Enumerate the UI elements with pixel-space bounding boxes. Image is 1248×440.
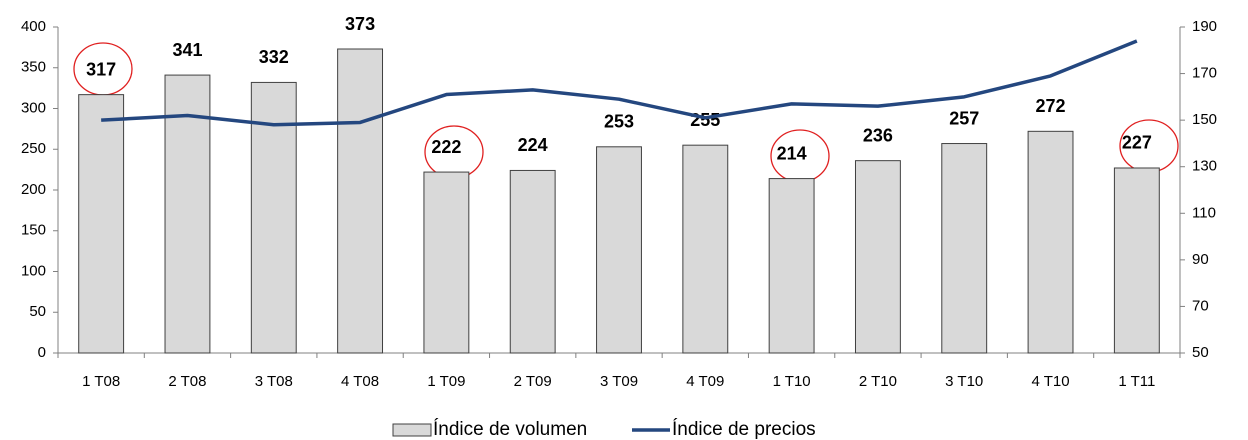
x-tick-label: 1 T08 — [82, 373, 120, 390]
value-label: 253 — [604, 112, 634, 132]
x-tick-label: 1 T11 — [1118, 373, 1155, 390]
legend-label: Índice de volumen — [433, 419, 587, 440]
y-tick-label: 100 — [21, 262, 46, 279]
line — [101, 39, 1138, 127]
bar — [854, 160, 901, 354]
bar — [337, 48, 384, 354]
bar — [509, 169, 556, 354]
y-tick-label: 400 — [21, 18, 46, 35]
x-tick-label: 3 T08 — [255, 373, 293, 390]
x-tick-label: 3 T09 — [600, 373, 638, 390]
y-tick-label: 200 — [21, 181, 46, 198]
y-tick-label: 150 — [21, 222, 46, 239]
value-label: 373 — [345, 14, 375, 34]
x-tick-label: 1 T09 — [427, 373, 465, 390]
y2-tick-label: 150 — [1192, 111, 1217, 128]
y-tick-label: 250 — [21, 140, 46, 157]
bar — [1027, 130, 1074, 354]
x-tick-label: 1 T10 — [773, 373, 811, 390]
bar — [768, 178, 815, 354]
x-tick-label: 4 T08 — [341, 373, 379, 390]
value-label: 222 — [431, 137, 461, 157]
value-label: 317 — [86, 59, 116, 79]
y2-tick-label: 110 — [1192, 204, 1216, 221]
value-label: 227 — [1122, 133, 1152, 153]
y-tick-label: 0 — [38, 344, 46, 361]
bar — [423, 171, 470, 354]
bar — [164, 74, 211, 354]
value-label: 236 — [863, 125, 893, 145]
legend-label: Índice de precios — [672, 419, 816, 440]
x-tick-label: 3 T10 — [945, 373, 983, 390]
value-label: 224 — [518, 135, 548, 155]
x-tick-label: 2 T10 — [859, 373, 897, 390]
y2-tick-label: 170 — [1192, 65, 1217, 82]
x-tick-label: 4 T10 — [1031, 373, 1069, 390]
x-tick-label: 4 T09 — [686, 373, 724, 390]
bar — [596, 146, 642, 354]
bar — [250, 81, 297, 354]
value-label: 341 — [172, 40, 202, 60]
bar — [1113, 167, 1160, 354]
y-tick-label: 350 — [21, 59, 46, 76]
y2-tick-label: 70 — [1192, 297, 1209, 314]
y2-tick-label: 90 — [1192, 251, 1209, 268]
x-tick-label: 2 T09 — [514, 373, 552, 390]
value-label: 214 — [777, 143, 807, 163]
value-label: 332 — [259, 47, 289, 67]
y2-tick-label: 190 — [1192, 18, 1217, 35]
bar — [682, 144, 729, 354]
y-tick-label: 50 — [29, 303, 46, 320]
legend-swatch — [392, 423, 432, 437]
value-label: 257 — [949, 108, 979, 128]
value-label: 272 — [1036, 96, 1066, 116]
bar — [78, 94, 125, 354]
bar — [941, 143, 988, 354]
y-tick-label: 300 — [21, 99, 46, 116]
value-label: 255 — [690, 110, 720, 130]
y2-tick-label: 130 — [1192, 158, 1217, 175]
x-tick-label: 2 T08 — [168, 373, 206, 390]
y2-tick-label: 50 — [1192, 344, 1209, 361]
